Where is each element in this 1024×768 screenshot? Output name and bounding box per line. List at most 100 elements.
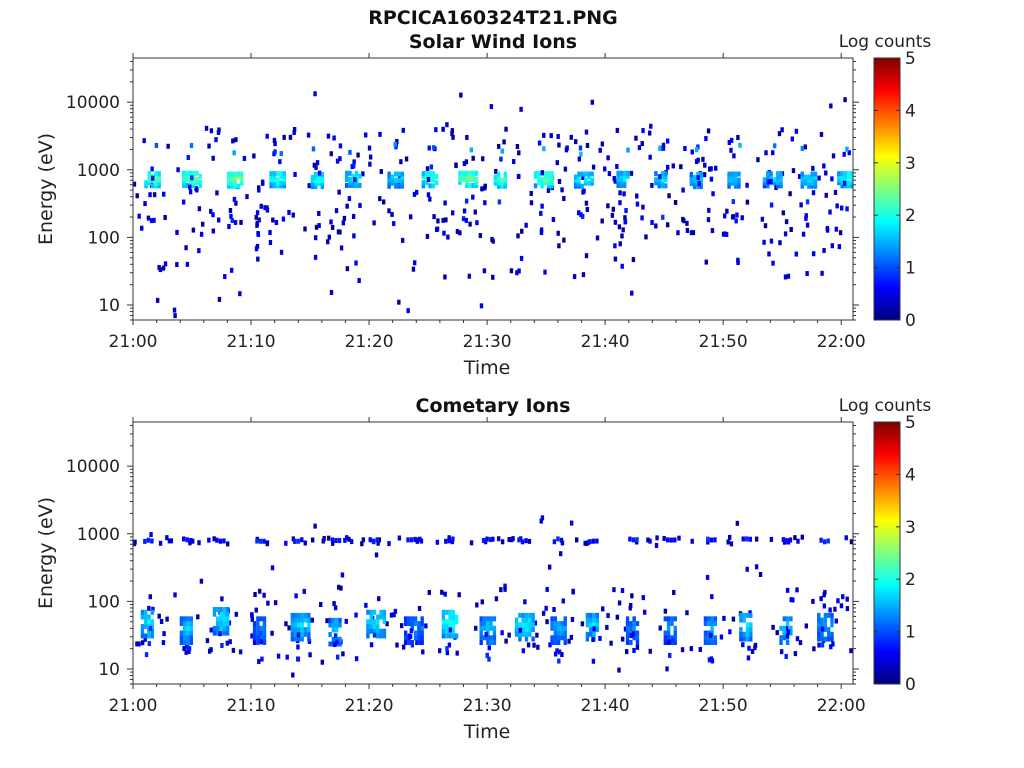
burst-cell xyxy=(240,180,244,186)
scatter-cell xyxy=(555,160,559,166)
scatter-cell xyxy=(185,261,190,267)
scatter-cell xyxy=(434,127,438,133)
burst-cell xyxy=(830,617,834,623)
burst-cell xyxy=(448,609,452,615)
scatter-cell xyxy=(425,166,430,172)
burst-cell xyxy=(670,621,674,627)
burst-cell xyxy=(186,621,190,627)
scatter-cell xyxy=(250,633,254,639)
burst-cell xyxy=(528,622,532,628)
burst-cell xyxy=(657,177,661,183)
scatter-cell xyxy=(282,134,286,140)
burst-cell xyxy=(320,181,325,187)
scatter-cell xyxy=(175,262,179,268)
burst-cell xyxy=(518,612,522,618)
burst-cell xyxy=(186,625,190,631)
scatter-cell xyxy=(338,143,343,149)
scatter-cell xyxy=(849,539,853,545)
scatter-cell xyxy=(829,644,833,650)
scatter-cell xyxy=(600,141,605,147)
scatter-cell xyxy=(620,636,625,642)
streak-cell xyxy=(147,641,151,647)
scatter-cell xyxy=(681,187,685,193)
scatter-cell xyxy=(436,218,440,224)
burst-cell xyxy=(823,612,828,618)
band-cell xyxy=(788,537,793,543)
scatter-cell xyxy=(341,651,345,657)
scatter-cell xyxy=(254,607,258,613)
burst-cell xyxy=(486,625,490,631)
burst-cell xyxy=(441,633,446,639)
band-cell xyxy=(413,536,417,542)
burst-cell xyxy=(521,631,525,637)
band-cell xyxy=(826,538,830,544)
burst-cell xyxy=(434,180,439,186)
scatter-cell xyxy=(753,645,757,651)
colorbar-tick-label: 0 xyxy=(905,311,916,331)
burst-cell xyxy=(762,183,767,189)
scatter-cell xyxy=(650,220,654,226)
scatter-cell xyxy=(368,161,372,167)
burst-cell xyxy=(179,630,184,636)
burst-cell xyxy=(314,178,318,184)
scatter-cell xyxy=(634,135,638,141)
streak-cell xyxy=(579,212,583,218)
scatter-cell xyxy=(217,296,222,302)
scatter-cell xyxy=(562,237,566,243)
burst-cell xyxy=(533,171,538,177)
burst-cell xyxy=(458,179,462,185)
scatter-cell xyxy=(728,534,732,540)
scatter-cell xyxy=(320,659,325,665)
scatter-cell xyxy=(515,270,519,276)
scatter-cell xyxy=(621,227,625,233)
scatter-cell xyxy=(503,583,507,589)
burst-cell xyxy=(742,631,746,637)
burst-cell xyxy=(421,174,426,180)
panel-1-title: Solar Wind Ions xyxy=(409,31,577,53)
burst-cell xyxy=(259,630,263,636)
scatter-cell xyxy=(781,210,786,216)
burst-cell xyxy=(493,177,498,183)
scatter-cell xyxy=(519,255,524,261)
burst-cell xyxy=(749,627,753,633)
burst-cell xyxy=(514,622,519,628)
scatter-cell xyxy=(572,274,577,280)
colorbar-tick-label: 1 xyxy=(905,623,916,643)
burst-cell xyxy=(387,180,391,186)
burst-cell xyxy=(140,623,145,629)
scatter-cell xyxy=(377,537,382,543)
scatter-cell xyxy=(641,595,645,601)
scatter-cell xyxy=(207,537,211,543)
scatter-cell xyxy=(274,220,279,226)
scatter-cell xyxy=(820,270,824,276)
y-tick-label: 1000 xyxy=(77,161,120,181)
streak-cell xyxy=(487,645,491,651)
scatter-cell xyxy=(786,273,791,279)
burst-cell xyxy=(344,182,349,188)
burst-cell xyxy=(335,627,339,633)
halo-cell xyxy=(189,143,194,149)
burst-cell xyxy=(195,176,199,182)
scatter-cell xyxy=(767,251,771,257)
burst-cell xyxy=(387,183,391,189)
scatter-cell xyxy=(641,128,645,134)
scatter-cell xyxy=(317,223,321,229)
burst-cell xyxy=(531,617,535,623)
streak-cell xyxy=(353,177,357,183)
burst-cell xyxy=(707,639,711,645)
burst-cell xyxy=(230,177,234,183)
burst-cell xyxy=(537,180,541,186)
burst-cell xyxy=(550,621,554,627)
scatter-cell xyxy=(500,539,505,545)
burst-cell xyxy=(540,177,544,183)
burst-cell xyxy=(629,625,633,631)
scatter-cell xyxy=(479,303,484,309)
scatter-cell xyxy=(830,176,834,182)
scatter-cell xyxy=(824,170,828,176)
burst-cell xyxy=(699,171,703,177)
burst-cell xyxy=(454,619,459,625)
burst-cell xyxy=(847,180,851,186)
burst-cell xyxy=(410,639,414,645)
scatter-cell xyxy=(736,257,740,263)
